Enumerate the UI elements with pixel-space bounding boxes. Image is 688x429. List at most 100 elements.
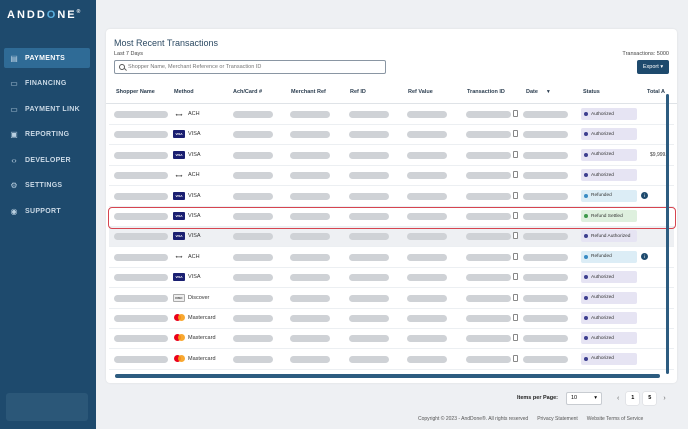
page-button-current[interactable]: 1 [626, 391, 640, 405]
reporting-icon: ▣ [10, 130, 18, 139]
payment-method-label: ACH [188, 253, 200, 260]
redacted-value [290, 172, 330, 180]
sidebar-item-financing[interactable]: ▭ FINANCING [4, 74, 90, 94]
payment-method: ⇐⇒ ACH [173, 110, 200, 118]
prev-page-icon[interactable]: ‹ [616, 394, 620, 402]
settings-icon: ⚙ [10, 181, 18, 190]
status-dot-icon [584, 214, 588, 218]
column-header[interactable]: Total A [647, 89, 665, 95]
copy-icon[interactable] [513, 130, 518, 138]
sidebar-item-settings[interactable]: ⚙ SETTINGS [4, 176, 90, 196]
table-row[interactable]: ⇐⇒ ACH Authorized [109, 166, 674, 187]
privacy-link[interactable]: Privacy Statement [537, 416, 578, 422]
copy-icon[interactable] [513, 110, 518, 117]
redacted-value [523, 131, 568, 139]
visa-brand-icon: VISA [173, 150, 185, 159]
copy-icon[interactable] [513, 252, 518, 260]
redacted-value [466, 274, 511, 282]
page-button-last[interactable]: 5 [643, 391, 657, 405]
visa-brand-icon: VISA [173, 191, 185, 200]
redacted-value [114, 131, 168, 139]
table-row[interactable]: Mastercard Authorized [109, 350, 674, 370]
sidebar-item-payments[interactable]: ▤ PAYMENTS [4, 48, 90, 68]
copy-icon[interactable] [513, 171, 518, 179]
payment-method: ⇐⇒ ACH [173, 171, 200, 179]
column-header[interactable]: Date ▼ [526, 89, 551, 95]
horizontal-scrollbar[interactable] [115, 374, 660, 378]
column-header[interactable]: Ref Value [408, 89, 433, 95]
sidebar-item-support[interactable]: ◉ SUPPORT [4, 201, 90, 221]
table-row[interactable]: ⇐⇒ ACH Authorized [109, 105, 674, 125]
payment-method: VISA VISA [173, 130, 201, 139]
column-header[interactable]: Transaction ID [467, 89, 505, 95]
payment-method-label: Mastercard [188, 335, 216, 342]
copy-icon[interactable] [513, 334, 518, 342]
redacted-value [466, 294, 511, 302]
sidebar-item-reporting[interactable]: ▣ REPORTING [4, 125, 90, 145]
payments-icon: ▤ [10, 53, 18, 63]
copy-icon[interactable] [513, 191, 518, 199]
column-header-label: Date [526, 89, 538, 95]
redacted-value [523, 294, 568, 302]
status-label: Authorized [591, 356, 614, 362]
info-icon[interactable]: i [641, 252, 648, 260]
redacted-value [349, 192, 389, 200]
table-row[interactable]: VISA VISA Refunded i [109, 187, 674, 207]
redacted-value [466, 335, 511, 343]
next-page-icon[interactable]: › [663, 394, 666, 402]
search-input[interactable] [128, 64, 368, 70]
sidebar-item-payment-link[interactable]: ▭ PAYMENT LINK [4, 99, 90, 119]
copy-icon[interactable] [513, 232, 518, 240]
column-header[interactable]: Method [174, 89, 194, 95]
redacted-value [407, 315, 447, 322]
column-header[interactable]: Merchant Ref [291, 89, 326, 95]
vertical-scrollbar[interactable] [666, 94, 669, 374]
copy-icon[interactable] [513, 212, 518, 219]
redacted-value [523, 315, 568, 322]
table-row[interactable]: Mastercard Authorized [109, 309, 674, 329]
search-box[interactable] [114, 60, 386, 74]
table-row[interactable]: VISA VISA Refund Authorized [109, 227, 674, 248]
status-dot-icon [584, 193, 588, 198]
terms-link[interactable]: Website Terms of Service [586, 416, 644, 422]
status-dot-icon [584, 316, 588, 320]
export-button[interactable]: Export ▾ [637, 60, 669, 74]
redacted-value [290, 213, 330, 220]
column-header[interactable]: Ref ID [350, 89, 366, 95]
copy-icon[interactable] [513, 354, 518, 362]
column-header[interactable]: Status [583, 89, 600, 95]
info-icon[interactable]: i [641, 191, 648, 199]
items-per-page-select[interactable]: 10 ▾ [565, 391, 602, 405]
sidebar-item-developer[interactable]: ‹› DEVELOPER [4, 150, 90, 170]
column-header[interactable]: Shopper Name [116, 89, 155, 95]
status-badge: Authorized [581, 148, 637, 161]
redacted-value [523, 192, 568, 200]
sort-desc-icon[interactable]: ▼ [545, 89, 551, 95]
payment-method: VISA VISA [173, 273, 201, 282]
redacted-value [349, 213, 389, 220]
table-row[interactable]: ⇐⇒ ACH Refunded i [109, 248, 674, 268]
redacted-value [233, 192, 273, 200]
status-dot-icon [584, 173, 588, 178]
redacted-value [407, 192, 447, 200]
copy-icon[interactable] [513, 314, 518, 321]
copy-icon[interactable] [513, 293, 518, 301]
table-row[interactable]: VISA VISA Authorized [109, 125, 674, 146]
table-row[interactable]: VISA VISA Refund Settled [109, 207, 674, 227]
column-header[interactable]: Ach/Card # [233, 89, 262, 95]
table-row[interactable]: Mastercard Authorized [109, 329, 674, 350]
redacted-value [114, 151, 168, 159]
copy-icon[interactable] [513, 150, 518, 158]
redacted-value [114, 172, 168, 180]
table-row[interactable]: VISA VISA Authorized $9,999. [109, 146, 674, 166]
visa-brand-icon: VISA [173, 212, 185, 220]
status-badge: Refunded [581, 250, 637, 263]
redacted-value [233, 294, 273, 302]
table-row[interactable]: DISC Discover Authorized [109, 289, 674, 309]
sidebar: ANDDONE® ▤ PAYMENTS ▭ FINANCING ▭ PAYMENT LIN… [0, 0, 96, 429]
status-dot-icon [584, 152, 588, 157]
copy-icon[interactable] [513, 273, 518, 281]
status-badge: Authorized [581, 169, 637, 182]
table-row[interactable]: VISA VISA Authorized [109, 268, 674, 289]
redacted-value [523, 172, 568, 180]
